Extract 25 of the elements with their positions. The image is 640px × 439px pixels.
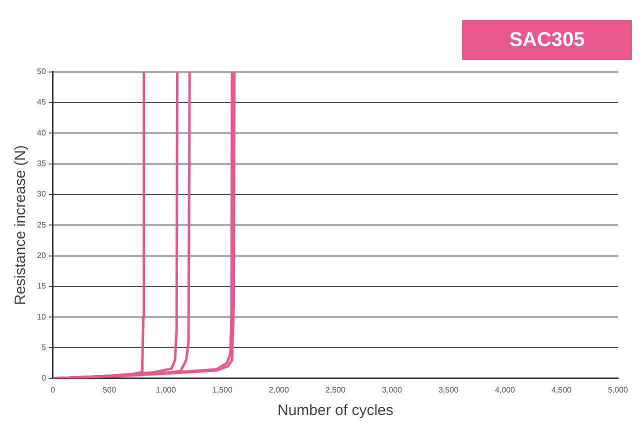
y-tick-label: 40 [36, 128, 46, 138]
x-tick-label: 500 [102, 385, 117, 394]
x-tick-label: 1,500 [212, 385, 233, 394]
y-axis-title: Resistance increase (N) [12, 145, 30, 306]
y-tick-label: 15 [36, 282, 46, 291]
x-tick-label: 3,000 [382, 385, 403, 394]
y-tick-label: 20 [36, 250, 46, 260]
y-tick-label: 30 [36, 190, 46, 199]
y-tick-label: 10 [36, 312, 46, 322]
x-axis-title: Number of cycles [278, 402, 394, 420]
x-tick-label: 4,500 [551, 385, 572, 394]
x-tick-label: 1,000 [156, 385, 176, 394]
y-tick-label: 5 [41, 342, 46, 352]
y-tick-label: 0 [41, 374, 46, 383]
x-tick-label: 2,000 [268, 385, 290, 394]
chart-title: SAC305 [462, 20, 632, 60]
y-tick-label: 45 [36, 98, 46, 107]
x-tick-label: 3,500 [438, 385, 460, 394]
x-tick-label: 4,000 [494, 385, 516, 394]
x-tick-label: 0 [50, 385, 56, 394]
x-tick-label: 5,000 [608, 385, 629, 394]
x-tick-label: 2,500 [325, 385, 346, 394]
y-tick-label: 35 [36, 158, 46, 168]
y-tick-label: 50 [36, 67, 46, 76]
y-tick-label: 25 [36, 220, 46, 230]
